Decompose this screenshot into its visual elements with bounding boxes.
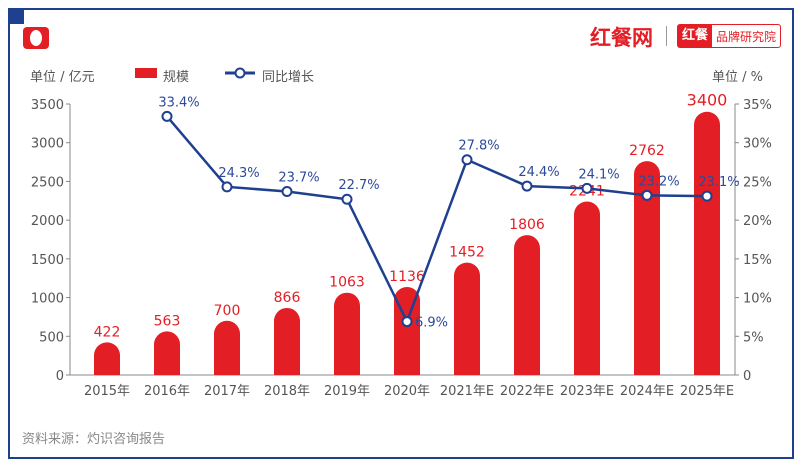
bar — [94, 342, 120, 375]
growth-value-label: 27.8% — [458, 139, 499, 154]
bar-value-label: 563 — [154, 313, 181, 329]
x-tick-label: 2021年E — [440, 384, 494, 399]
growth-value-label: 23.7% — [278, 170, 319, 185]
growth-point — [281, 185, 293, 197]
x-tick-label: 2018年 — [264, 384, 310, 399]
bar — [694, 111, 720, 376]
right-unit: 单位 / % — [712, 70, 763, 85]
badge-main: 红餐 — [678, 25, 713, 47]
growth-value-label: 23.1% — [698, 175, 739, 190]
x-tick-label: 2022年E — [500, 384, 554, 399]
legend-line-swatch — [225, 67, 255, 79]
left-tick-label: 1000 — [31, 292, 64, 307]
growth-value-label: 22.7% — [338, 178, 379, 193]
right-tick-label: 5% — [743, 330, 764, 345]
right-tick-label: 25% — [743, 175, 772, 190]
bar-value-label: 866 — [274, 290, 301, 306]
bar-value-label: 422 — [94, 324, 121, 340]
bar — [574, 201, 600, 375]
frame — [8, 8, 794, 459]
x-tick-label: 2020年 — [384, 384, 430, 399]
left-tick-label: 2500 — [31, 175, 64, 190]
source-note: 资料来源：灼识咨询报告 — [22, 432, 166, 447]
growth-value-label: 24.4% — [518, 165, 559, 180]
corner-mark — [8, 8, 24, 24]
bar-value-label: 2762 — [629, 143, 665, 159]
x-tick-label: 2016年 — [144, 384, 190, 399]
left-unit: 单位 / 亿元 — [30, 70, 95, 85]
growth-point — [401, 316, 413, 328]
growth-value-label: 33.4% — [158, 95, 199, 110]
growth-point — [341, 193, 353, 205]
left-tick-label: 500 — [39, 330, 64, 345]
left-tick-label: 3000 — [31, 137, 64, 152]
growth-value-label: 24.3% — [218, 166, 259, 181]
right-tick-label: 0 — [743, 369, 751, 384]
right-tick-label: 15% — [743, 253, 772, 268]
bar-value-label: 1452 — [449, 245, 485, 261]
bar-value-label: 1063 — [329, 275, 365, 291]
x-tick-label: 2019年 — [324, 384, 370, 399]
bar — [334, 292, 360, 375]
growth-line — [166, 115, 708, 325]
legend-bar-swatch — [135, 68, 157, 78]
bar-value-label: 3400 — [687, 91, 728, 110]
legend-bar-label: 规模 — [163, 70, 190, 85]
bar-value-label: 1806 — [509, 217, 545, 233]
bar — [454, 262, 480, 375]
x-tick-label: 2015年 — [84, 384, 130, 399]
left-tick-label: 0 — [56, 369, 64, 384]
logo-icon — [23, 27, 49, 49]
bar-value-label: 700 — [214, 303, 241, 319]
x-tick-label: 2024年E — [620, 384, 674, 399]
growth-point — [641, 189, 653, 201]
legend-line-label: 同比增长 — [262, 70, 315, 85]
bar — [634, 161, 660, 375]
bar — [154, 331, 180, 375]
bar — [514, 235, 540, 375]
right-tick-label: 35% — [743, 98, 772, 113]
badge-sub: 品牌研究院 — [716, 29, 777, 44]
growth-point — [521, 180, 533, 192]
divider — [666, 26, 667, 46]
left-tick-label: 1500 — [31, 253, 64, 268]
x-tick-label: 2017年 — [204, 384, 250, 399]
bar — [274, 307, 300, 375]
right-tick-label: 30% — [743, 137, 772, 152]
right-tick-label: 10% — [743, 292, 772, 307]
right-tick-label: 20% — [743, 214, 772, 229]
brand-badge: 红餐 品牌研究院 — [677, 24, 782, 48]
growth-value-label: 23.2% — [638, 174, 679, 189]
x-tick-label: 2025年E — [680, 384, 734, 399]
growth-point — [701, 190, 713, 202]
growth-value-label: 6.9% — [415, 316, 448, 331]
left-tick-label: 3500 — [31, 98, 64, 113]
growth-point — [461, 154, 473, 166]
bar-value-label: 1136 — [389, 269, 425, 285]
left-tick-label: 2000 — [31, 214, 64, 229]
growth-point — [581, 182, 593, 194]
x-tick-label: 2023年E — [560, 384, 614, 399]
growth-point — [221, 181, 233, 193]
bar — [214, 320, 240, 375]
growth-point — [161, 110, 173, 122]
brand-logo: 红餐网 — [590, 26, 653, 50]
growth-value-label: 24.1% — [578, 167, 619, 182]
